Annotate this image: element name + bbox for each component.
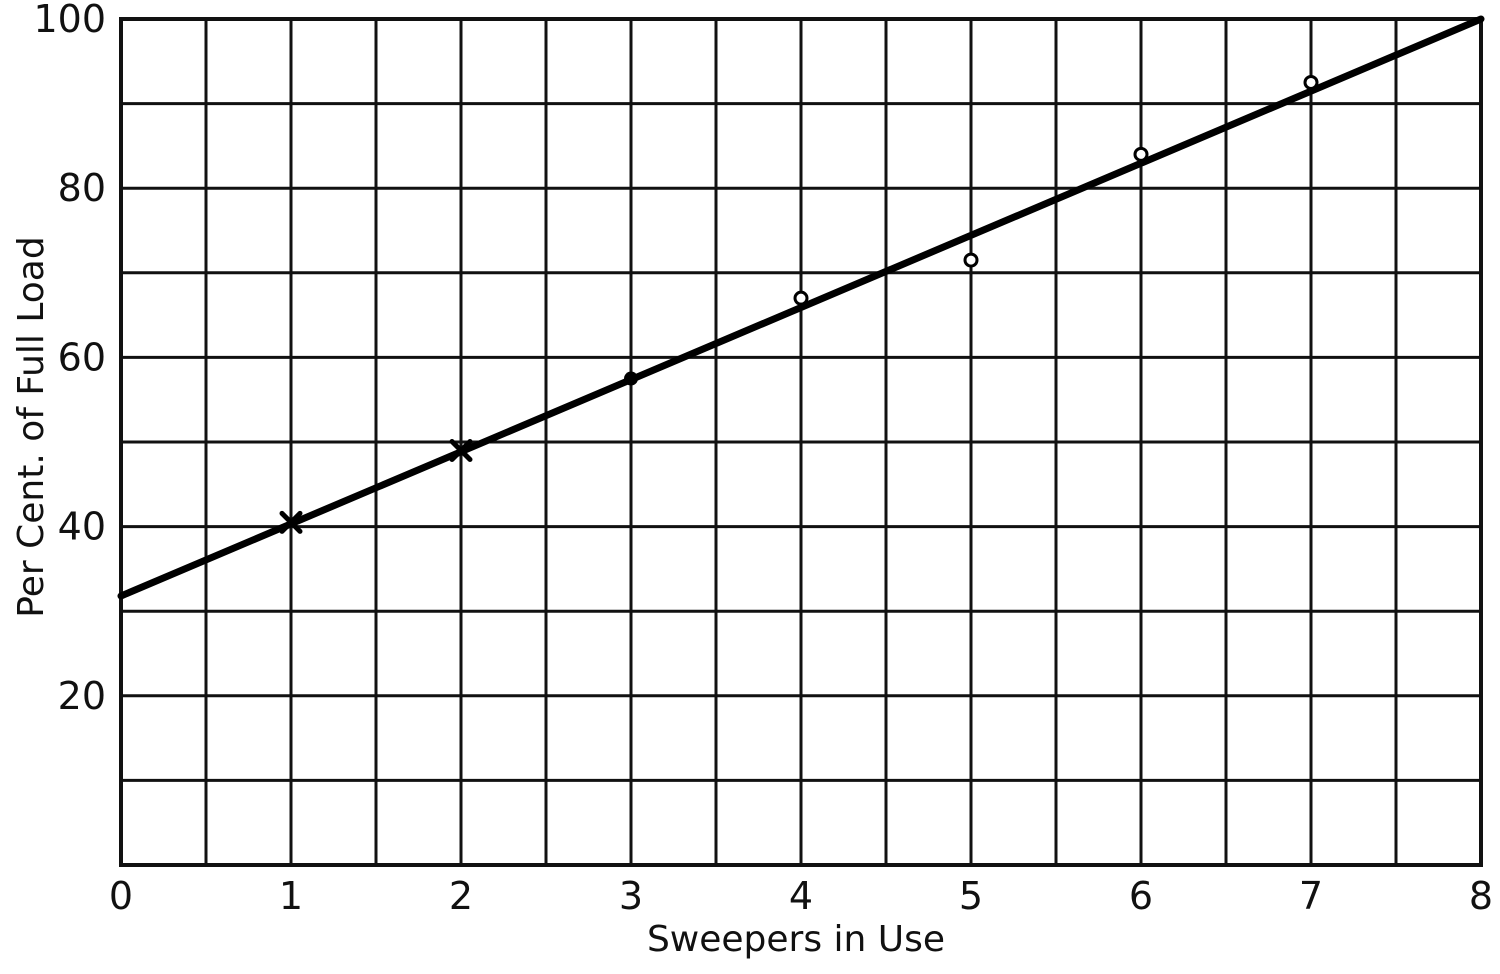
data-point-x-stroke	[449, 438, 473, 462]
x-tick-label: 2	[449, 874, 473, 918]
x-tick-label: 1	[279, 874, 303, 918]
grid	[119, 17, 1483, 867]
y-tick-label: 20	[58, 674, 106, 718]
x-tick-label: 4	[789, 874, 813, 918]
x-tick-label: 6	[1129, 874, 1153, 918]
data-point-x	[449, 438, 473, 462]
x-tick-label: 7	[1299, 874, 1323, 918]
y-tick-label: 40	[58, 505, 106, 549]
x-tick-label: 0	[109, 874, 133, 918]
data-point-circle	[1133, 146, 1149, 162]
x-axis-title: Sweepers in Use	[647, 919, 945, 960]
plot-frame	[119, 17, 1483, 867]
y-axis-title: Per Cent. of Full Load	[11, 236, 52, 617]
y-tick-label: 100	[33, 0, 106, 41]
data-point-circle	[793, 290, 809, 306]
trend-line-layer	[117, 15, 1485, 600]
y-tick-label: 80	[58, 166, 106, 210]
x-tick-label: 5	[959, 874, 983, 918]
trend-line	[117, 15, 1485, 600]
data-point-x	[279, 510, 303, 534]
data-point-circle	[963, 252, 979, 268]
y-tick-label: 60	[58, 335, 106, 379]
x-axis-ticks: 0 1 2 3 4 5 6 7 8	[109, 874, 1493, 918]
y-axis-ticks: 20 40 60 80 100	[33, 0, 106, 718]
x-tick-label: 8	[1469, 874, 1493, 918]
data-point-circle	[1303, 74, 1319, 90]
data-point-dot	[624, 371, 638, 386]
data-points	[279, 74, 1319, 534]
x-tick-label: 3	[619, 874, 643, 918]
data-point-x-stroke	[279, 510, 303, 534]
